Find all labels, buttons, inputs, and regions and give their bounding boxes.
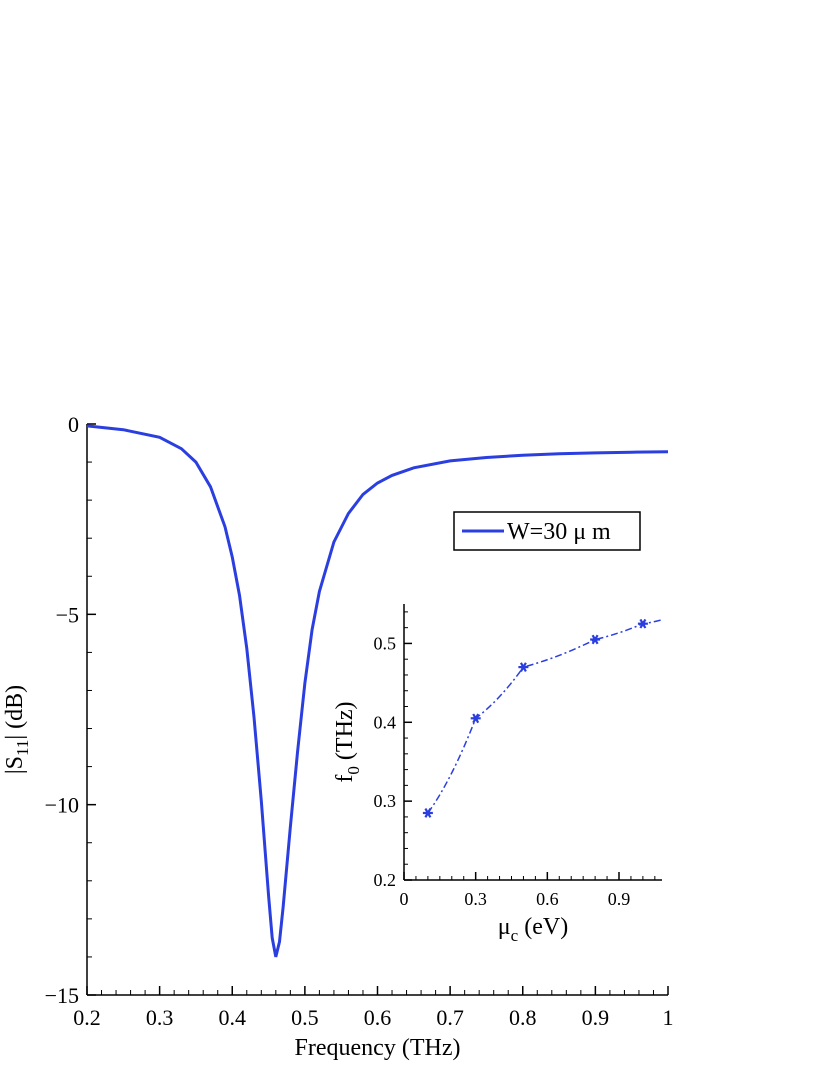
inset-y-tick-label: 0.3 xyxy=(374,791,397,811)
inset-data-point xyxy=(470,713,481,724)
x-tick-label: 0.5 xyxy=(291,1005,319,1030)
inset-data-point xyxy=(518,662,529,672)
series-line-w30 xyxy=(86,424,669,958)
inset-data-point xyxy=(637,618,648,629)
inset-point-center xyxy=(520,664,526,670)
y-axis-label-prefix: |S xyxy=(2,756,28,774)
inset-y-axis-ticks: 0.2 0.3 0.4 0.5 xyxy=(374,611,412,890)
inset-x-label-prefix: μ xyxy=(498,914,511,940)
y-axis-label-subscript: 11 xyxy=(13,740,32,756)
inset-y-tick-label: 0.5 xyxy=(374,633,397,653)
main-x-axis-ticks: 0.2 0.3 0.4 0.5 0.6 0.7 0.8 0.9 1 xyxy=(73,986,674,1030)
x-tick-label: 0.2 xyxy=(73,1005,101,1030)
inset-x-tick-label: 0.9 xyxy=(608,889,631,909)
inset-y-label-prefix: f xyxy=(332,775,358,783)
inset-y-label-subscript: 0 xyxy=(344,766,363,775)
y-tick-label: −10 xyxy=(45,793,79,818)
inset-point-center xyxy=(425,810,431,816)
main-y-axis-ticks: 0 −5 −10 −15 xyxy=(45,412,96,1008)
inset-x-tick-label: 0.6 xyxy=(536,889,559,909)
main-plot: 0.2 0.3 0.4 0.5 0.6 0.7 0.8 0.9 1 0 −5 −10 −15 Freq… xyxy=(2,412,674,1061)
inset-data-point xyxy=(590,634,601,645)
inset-y-axis-label: f0 (THz) xyxy=(332,701,363,782)
inset-series-line xyxy=(427,619,663,814)
y-axis-label: |S11| (dB) xyxy=(2,685,32,774)
x-tick-label: 0.9 xyxy=(582,1005,610,1030)
y-tick-label: −5 xyxy=(56,602,79,627)
y-axis-label-suffix: | (dB) xyxy=(2,685,28,740)
inset-point-center xyxy=(592,636,598,642)
inset-point-center xyxy=(640,621,646,627)
x-tick-label: 0.4 xyxy=(219,1005,247,1030)
inset-plot: 0 0.3 0.6 0.9 0.20.30.40.5 μc (eV) f0 (THz) xyxy=(332,604,663,945)
inset-data-points xyxy=(422,618,648,818)
x-tick-label: 0.3 xyxy=(146,1005,174,1030)
x-tick-label: 1 xyxy=(663,1005,674,1030)
legend-entry-label: W=30 μ m xyxy=(507,519,611,545)
inset-x-label-subscript: c xyxy=(511,926,519,945)
inset-y-tick-label: 0.4 xyxy=(374,712,397,732)
inset-y-label-suffix: (THz) xyxy=(332,701,358,766)
inset-x-tick-label: 0 xyxy=(400,889,409,909)
inset-x-label-suffix: (eV) xyxy=(518,914,568,940)
y-tick-label: −15 xyxy=(45,983,79,1008)
x-axis-label: Frequency (THz) xyxy=(295,1035,461,1061)
inset-x-axis-ticks: 0 0.3 0.6 0.9 xyxy=(400,872,656,909)
inset-data-point xyxy=(422,808,433,818)
inset-point-center xyxy=(473,715,479,721)
inset-y-tick-label: 0.2 xyxy=(374,870,397,890)
inset-x-tick-label: 0.3 xyxy=(464,889,487,909)
x-tick-label: 0.7 xyxy=(436,1005,464,1030)
inset-x-axis-label: μc (eV) xyxy=(498,914,568,945)
x-tick-label: 0.6 xyxy=(364,1005,392,1030)
legend: W=30 μ m xyxy=(453,511,641,551)
x-tick-label: 0.8 xyxy=(509,1005,537,1030)
y-tick-label: 0 xyxy=(68,412,79,437)
